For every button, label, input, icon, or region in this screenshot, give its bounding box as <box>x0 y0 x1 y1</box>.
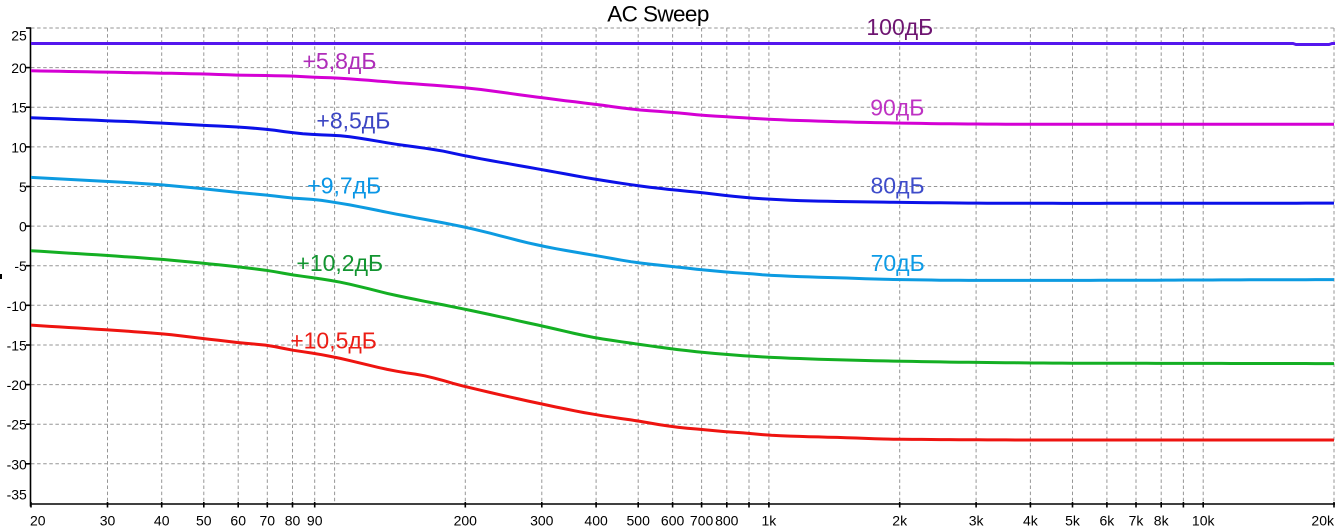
svg-text:0: 0 <box>19 219 27 235</box>
svg-text:-30: -30 <box>7 456 27 472</box>
svg-text:2k: 2k <box>892 513 908 529</box>
svg-text:-15: -15 <box>7 338 27 354</box>
svg-text:40: 40 <box>154 513 170 529</box>
svg-text:-35: -35 <box>7 487 27 503</box>
svg-text:400: 400 <box>584 513 608 529</box>
svg-text:30: 30 <box>100 513 116 529</box>
svg-text:7k: 7k <box>1129 513 1145 529</box>
svg-text:+5,8дБ: +5,8дБ <box>303 48 377 74</box>
svg-text:80: 80 <box>285 513 301 529</box>
svg-text:-5: -5 <box>14 258 27 274</box>
svg-text:20: 20 <box>30 513 46 529</box>
svg-text:-25: -25 <box>7 417 27 433</box>
svg-text:+10,2дБ: +10,2дБ <box>296 250 383 276</box>
svg-text:5: 5 <box>19 179 27 195</box>
svg-text:600: 600 <box>661 513 685 529</box>
svg-text:20k: 20k <box>1311 513 1335 529</box>
svg-text:15: 15 <box>11 100 27 116</box>
svg-text:-10: -10 <box>7 298 27 314</box>
svg-text:100дБ: 100дБ <box>866 14 933 40</box>
svg-text:90дБ: 90дБ <box>870 94 924 120</box>
svg-text:1k: 1k <box>762 513 778 529</box>
svg-text:50: 50 <box>196 513 212 529</box>
svg-text:60: 60 <box>230 513 246 529</box>
svg-text:800: 800 <box>715 513 739 529</box>
svg-text:+9,7дБ: +9,7дБ <box>307 172 381 198</box>
svg-text:AC Sweep: AC Sweep <box>607 2 709 27</box>
svg-text:5k: 5k <box>1065 513 1081 529</box>
svg-text:80дБ: 80дБ <box>871 173 925 199</box>
svg-text:+8,5дБ: +8,5дБ <box>316 108 390 134</box>
svg-text:70: 70 <box>260 513 276 529</box>
svg-text:6k: 6k <box>1100 513 1116 529</box>
svg-text:700: 700 <box>690 513 714 529</box>
svg-text:4k: 4k <box>1023 513 1039 529</box>
svg-text:70дБ: 70дБ <box>871 250 925 276</box>
svg-text:+10,5дБ: +10,5дБ <box>290 328 377 354</box>
svg-text:10: 10 <box>11 139 27 155</box>
svg-text:90: 90 <box>307 513 323 529</box>
svg-text:8k: 8k <box>1154 513 1170 529</box>
svg-text:10k: 10k <box>1192 513 1216 529</box>
svg-text:500: 500 <box>627 513 651 529</box>
svg-text:300: 300 <box>530 513 554 529</box>
svg-text:-20: -20 <box>7 377 27 393</box>
svg-text:20: 20 <box>11 60 27 76</box>
svg-text:3k: 3k <box>969 513 985 529</box>
svg-text:200: 200 <box>454 513 478 529</box>
svg-text:25: 25 <box>11 28 27 44</box>
